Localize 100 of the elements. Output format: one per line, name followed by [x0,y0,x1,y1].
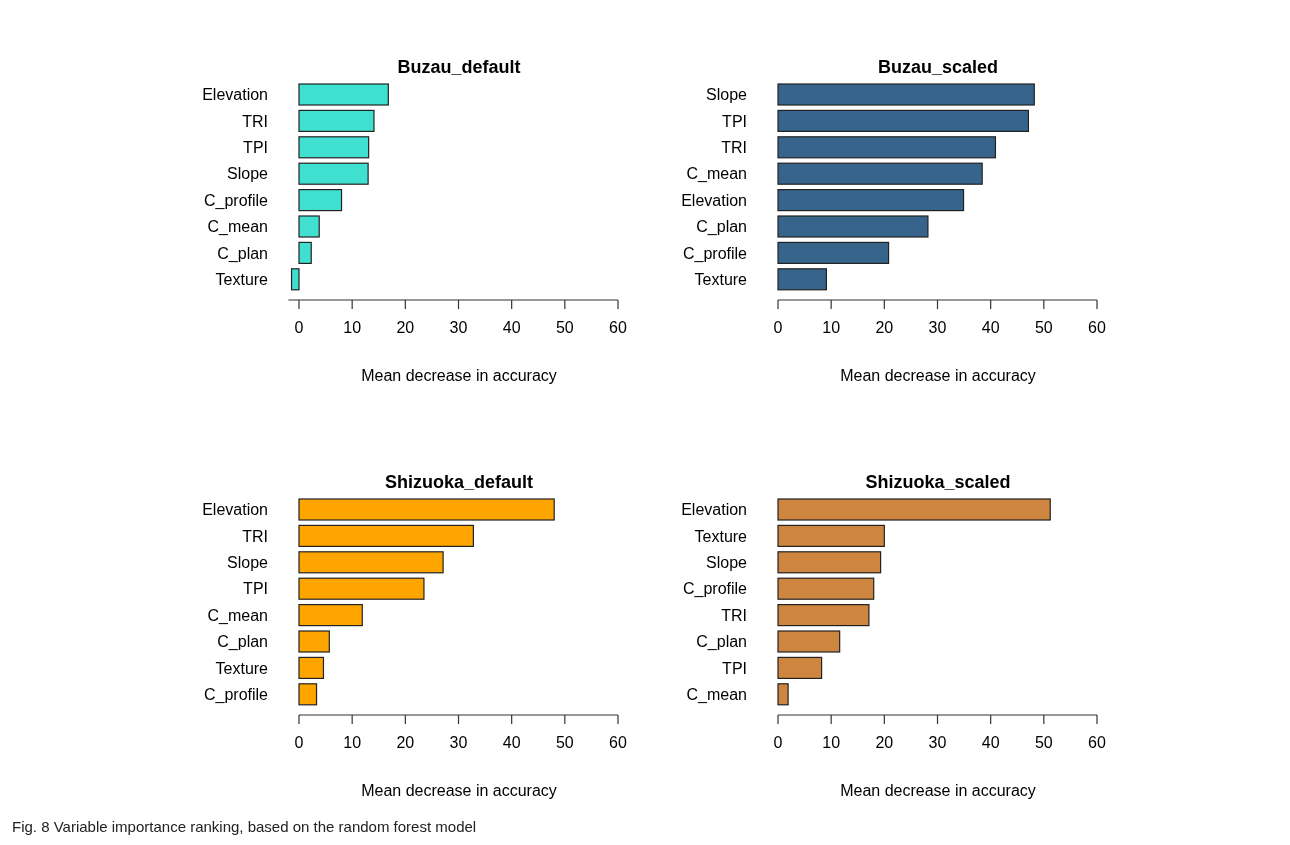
y-tick-label: TRI [721,606,747,624]
x-tick-label: 20 [396,319,415,336]
y-tick-label: Elevation [202,86,268,104]
chart-title: Shizuoka_default [384,472,534,492]
y-tick-label: TPI [243,580,268,598]
bar [298,656,325,679]
y-tick-label: C_mean [686,685,747,704]
x-tick-label: 60 [1088,319,1106,336]
y-tick-label: C_profile [203,685,269,704]
x-tick-label: 60 [1088,734,1106,751]
x-tick-label: 10 [822,319,841,336]
x-tick-label: 50 [555,319,574,336]
y-tick-label: TRI [242,112,268,130]
x-tick-label: 10 [822,734,841,751]
bar [777,577,875,600]
y-tick-label: Slope [706,553,748,571]
x-tick-label: 30 [449,319,468,336]
x-tick-label: 10 [343,319,362,336]
y-tick-label: C_plan [217,244,268,263]
bar [298,189,343,212]
bar [298,162,369,185]
y-tick-label: Texture [215,270,269,288]
x-tick-label: 10 [343,734,362,751]
y-tick-label: TPI [722,659,747,677]
x-tick-label: 60 [609,319,627,336]
y-tick-label: Elevation [681,501,747,519]
y-tick-label: Texture [694,270,748,288]
y-tick-label: C_mean [207,218,268,237]
y-tick-label: C_mean [207,606,268,625]
x-tick-label: 30 [449,734,468,751]
x-tick-label: 0 [773,734,783,751]
bar [290,268,300,291]
y-tick-label: TPI [722,112,747,130]
y-tick-label: C_profile [682,244,748,263]
bar [777,656,823,679]
y-tick-label: Slope [227,553,269,571]
caption: Fig. 8 Variable importance ranking, based on the random forest model [12,818,477,835]
y-tick-label: Slope [706,86,748,104]
y-tick-label: C_plan [696,633,747,652]
x-axis-title: Mean decrease in accuracy [361,367,557,384]
bar [777,630,841,653]
chart-title: Shizuoka_scaled [865,472,1011,492]
x-axis-title: Mean decrease in accuracy [361,782,557,799]
x-tick-label: 50 [1034,734,1053,751]
x-tick-label: 20 [875,319,894,336]
x-tick-label: 60 [609,734,627,751]
y-tick-label: C_plan [217,633,268,652]
bar [298,498,555,521]
chart-title: Buzau_scaled [877,57,999,77]
x-tick-label: 40 [502,319,521,336]
bar [298,683,318,706]
x-tick-label: 40 [502,734,521,751]
y-tick-label: C_profile [682,580,748,599]
y-tick-label: C_mean [686,165,747,184]
bar [298,630,330,653]
bar [777,524,885,547]
y-tick-label: Elevation [681,191,747,209]
bar [777,83,1035,106]
x-tick-label: 50 [555,734,574,751]
bar [777,109,1030,132]
x-tick-label: 30 [928,734,947,751]
y-tick-label: C_profile [203,191,269,210]
chart-title: Buzau_default [397,57,521,77]
bar [298,136,370,159]
bar [298,551,444,574]
bar [777,683,789,706]
bar [777,136,997,159]
x-tick-label: 20 [396,734,415,751]
bar [777,498,1051,521]
x-tick-label: 0 [773,319,783,336]
bar [777,215,929,238]
x-tick-label: 40 [981,734,1000,751]
y-tick-label: TRI [242,527,268,545]
bar [298,577,425,600]
y-tick-label: TPI [243,138,268,156]
bar [777,604,870,627]
y-tick-label: Slope [227,165,269,183]
bar [298,109,375,132]
bar [777,268,827,291]
y-tick-label: TRI [721,138,747,156]
x-tick-label: 0 [294,319,304,336]
y-tick-label: Elevation [202,501,268,519]
x-tick-label: 20 [875,734,894,751]
y-tick-label: Texture [215,659,269,677]
bar [777,551,882,574]
bar [298,215,320,238]
x-tick-label: 50 [1034,319,1053,336]
x-tick-label: 30 [928,319,947,336]
x-tick-label: 0 [294,734,304,751]
bar [298,524,474,547]
x-axis-title: Mean decrease in accuracy [840,367,1036,384]
bar [298,83,389,106]
bar [298,604,363,627]
bar [777,241,890,264]
x-tick-label: 40 [981,319,1000,336]
bar [298,241,312,264]
y-tick-label: Texture [694,527,748,545]
bar [777,162,983,185]
x-axis-title: Mean decrease in accuracy [840,782,1036,799]
bar [777,189,965,212]
